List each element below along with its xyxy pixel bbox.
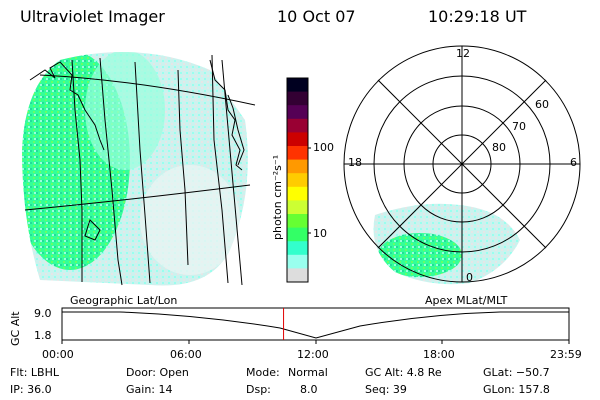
glat-info: GLat: −50.7 [483, 366, 550, 379]
instrument-title: Ultraviolet Imager [20, 7, 165, 26]
gain-info: Gain: 14 [126, 383, 173, 396]
dsp-value: 8.0 [300, 383, 318, 396]
gc-alt-axis-label: GC Alt [9, 311, 22, 346]
y-tick-1-8: 1.8 [34, 329, 52, 342]
observation-date: 10 Oct 07 [277, 7, 356, 26]
colorbar-cell [287, 78, 308, 93]
glon-info: GLon: 157.8 [483, 383, 550, 396]
y-tick-9: 9.0 [34, 307, 52, 320]
observation-time: 10:29:18 UT [428, 7, 527, 26]
dsp-label: Dsp: [246, 383, 271, 396]
colorbar-unit-label: photon cm⁻²s⁻¹ [271, 154, 284, 240]
x-tick-0000: 00:00 [42, 348, 74, 361]
colorbar-cell [287, 200, 308, 215]
mlt-label-0: 0 [466, 271, 473, 284]
gc-alt-info: GC Alt: 4.8 Re [365, 366, 442, 379]
colorbar-cell [287, 146, 308, 161]
colorbar-cell [287, 91, 308, 106]
colorbar-tick-100: 100 [313, 141, 334, 154]
geographic-label: Geographic Lat/Lon [70, 294, 178, 307]
lat-label-70: 70 [512, 120, 526, 133]
colorbar-cell [287, 159, 308, 174]
colorbar-cell [287, 241, 308, 256]
colorbar-cell [287, 227, 308, 242]
polar-plot [343, 45, 581, 285]
mlt-label-18: 18 [348, 156, 362, 169]
colorbar-cell [287, 118, 308, 133]
colorbar-cell [287, 214, 308, 229]
mlt-label-12: 12 [456, 47, 470, 60]
colorbar [286, 77, 311, 283]
apex-label: Apex MLat/MLT [425, 294, 508, 307]
colorbar-cell [287, 173, 308, 188]
mlt-label-6: 6 [570, 156, 577, 169]
seq-info: Seq: 39 [365, 383, 407, 396]
mode-value: Normal [288, 366, 328, 379]
x-tick-1200: 12:00 [297, 348, 329, 361]
colorbar-cell [287, 254, 308, 269]
colorbar-tick-10: 10 [313, 227, 327, 240]
lat-label-80: 80 [492, 141, 506, 154]
x-tick-1800: 18:00 [423, 348, 455, 361]
colorbar-cell [287, 268, 308, 283]
ip-info: IP: 36.0 [10, 383, 52, 396]
colorbar-cell [287, 186, 308, 201]
mode-label: Mode: [246, 366, 280, 379]
door-info: Door: Open [126, 366, 189, 379]
colorbar-cell [287, 132, 308, 147]
filter-info: Flt: LBHL [10, 366, 59, 379]
x-tick-0600: 06:00 [170, 348, 202, 361]
colorbar-cell [287, 105, 308, 120]
lat-label-60: 60 [535, 98, 549, 111]
timeline-plot [61, 307, 570, 344]
geographic-image [22, 52, 256, 286]
x-tick-2359: 23:59 [550, 348, 582, 361]
